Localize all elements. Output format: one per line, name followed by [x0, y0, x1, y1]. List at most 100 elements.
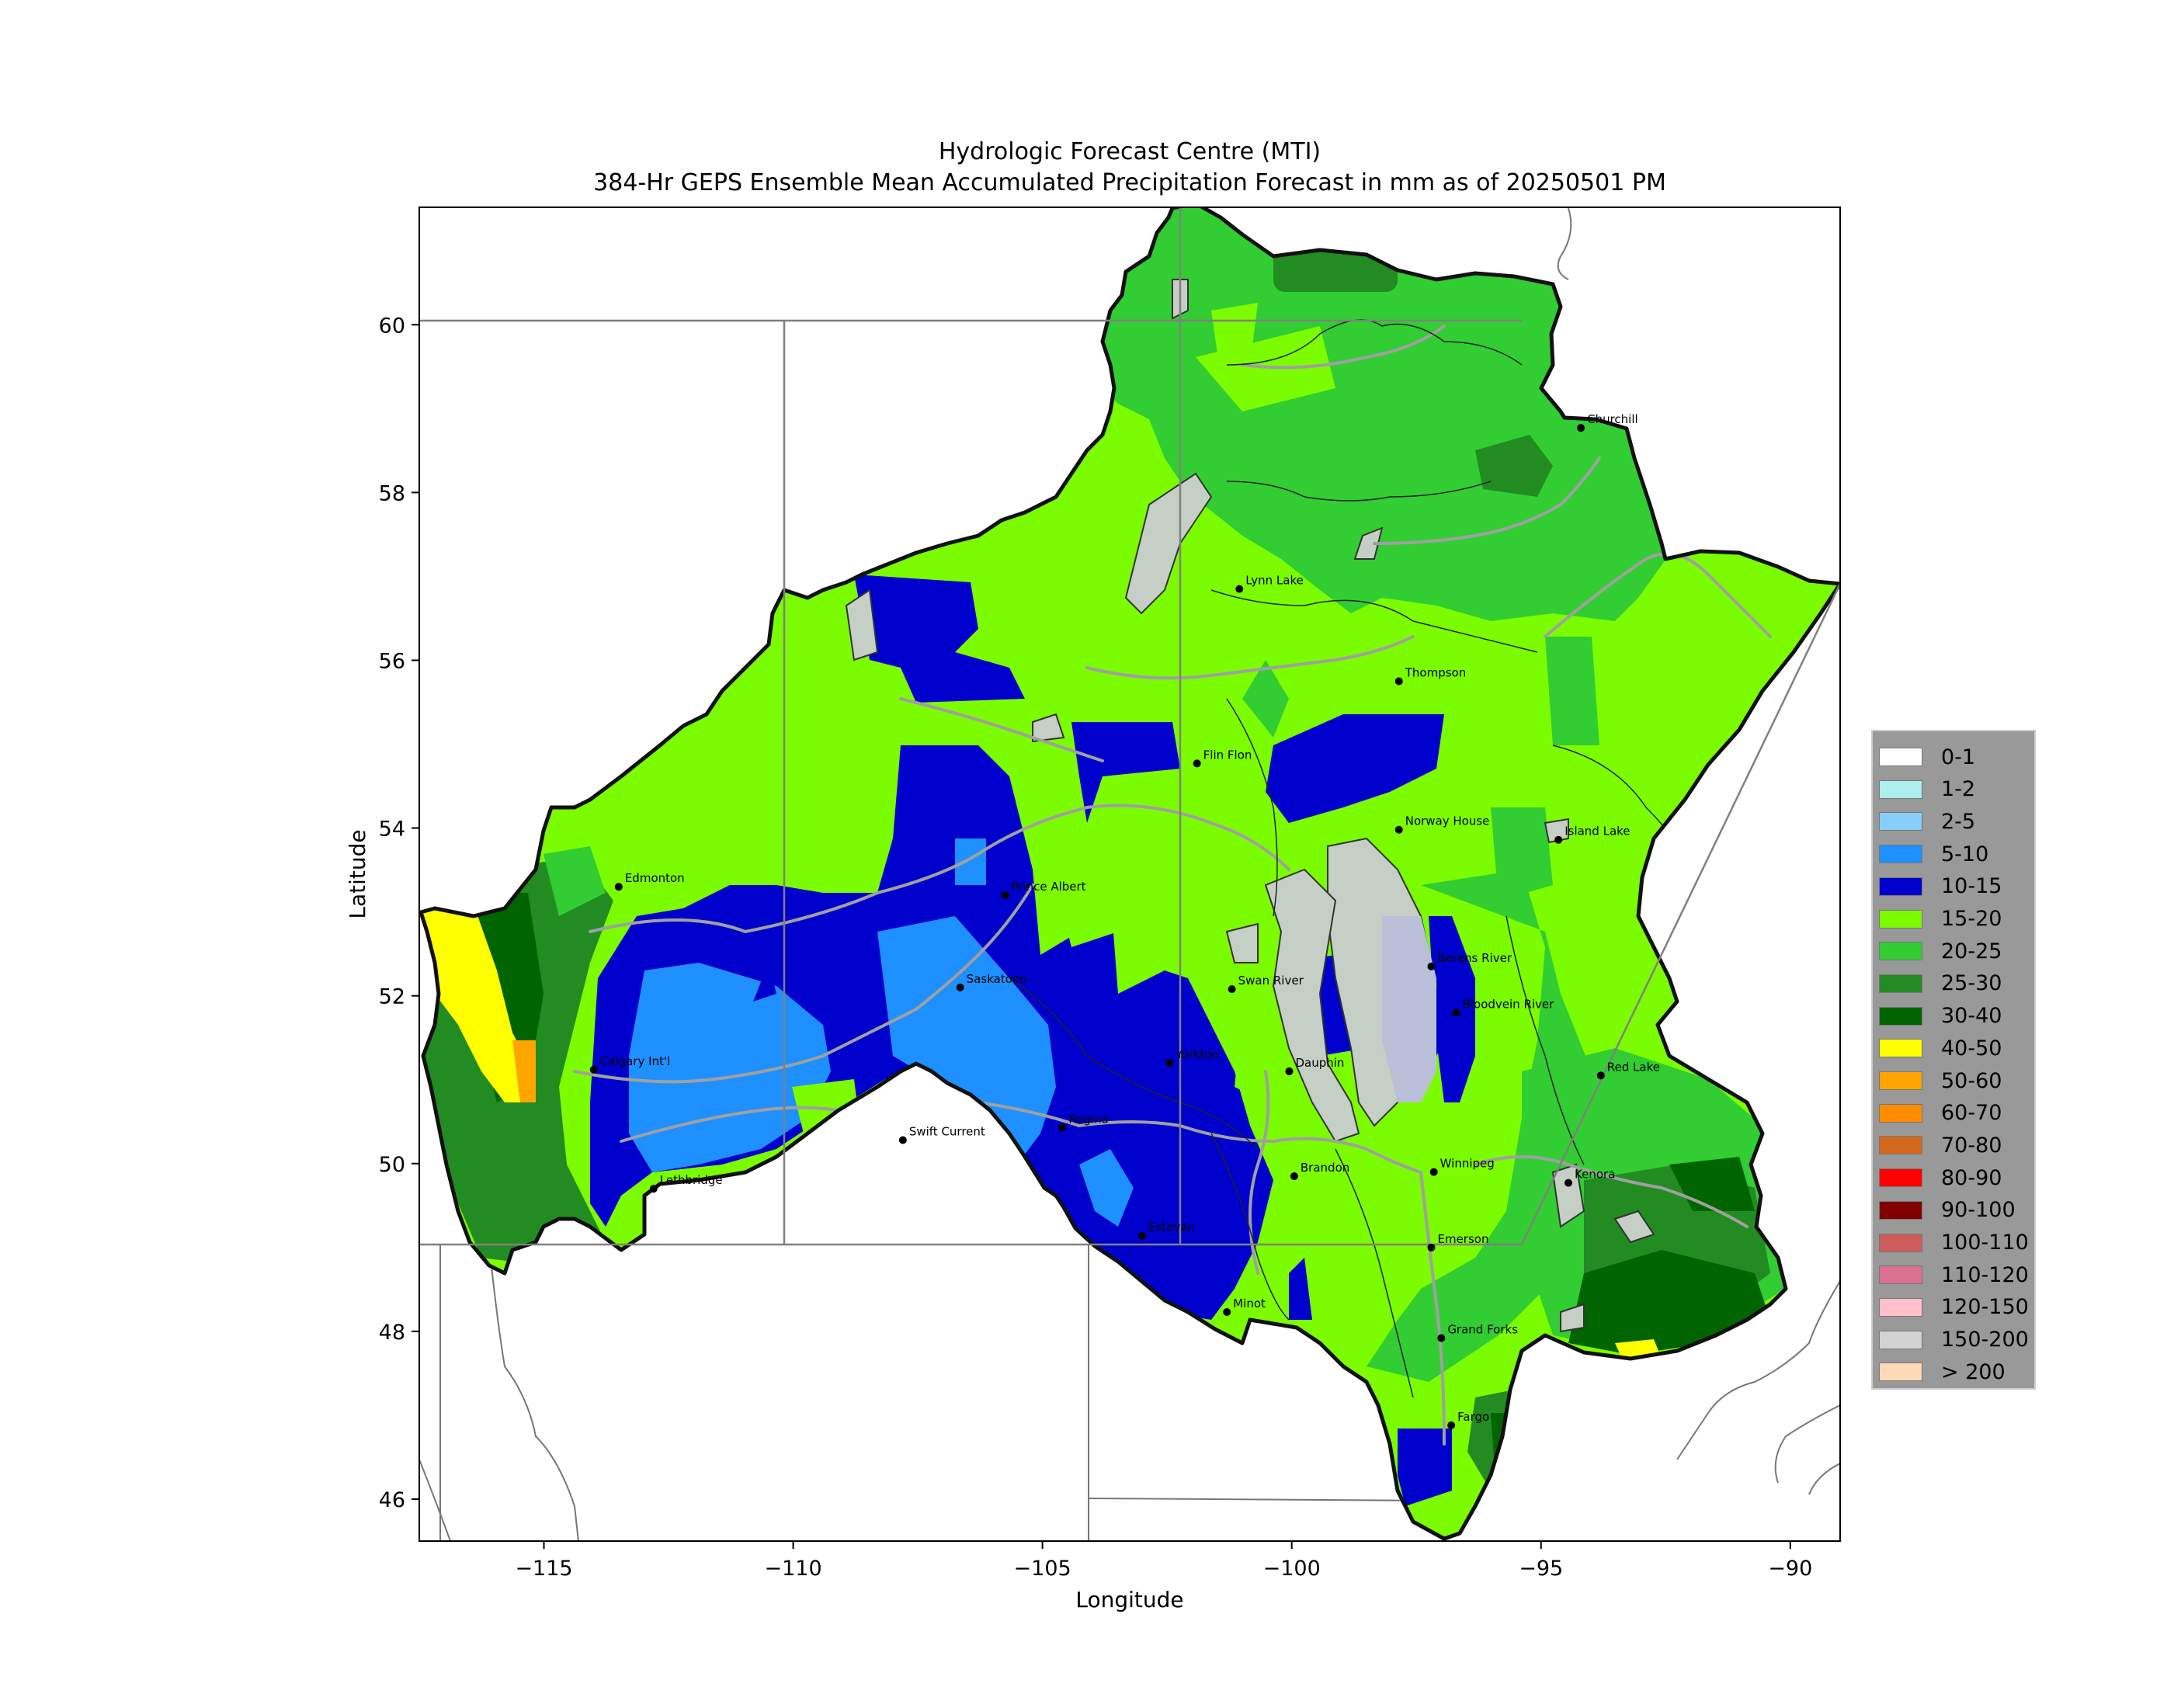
- city-markers: Churchill Lynn Lake Thompson Flin Flon Norwa…: [589, 412, 1660, 1429]
- city-label: Emerson: [1437, 1232, 1488, 1246]
- legend-entry: 25-30: [1879, 967, 2002, 1000]
- city-label: Minot: [1233, 1297, 1266, 1311]
- legend-label: 10-15: [1941, 874, 2002, 899]
- city-dot: [1001, 891, 1009, 900]
- legend-label: > 200: [1941, 1359, 2006, 1384]
- legend-entry: 30-40: [1879, 1000, 2002, 1033]
- legend-entry: 70-80: [1879, 1129, 2002, 1161]
- legend-swatch: [1879, 909, 1922, 929]
- legend-swatch: [1879, 1297, 1922, 1317]
- legend-entry: 15-20: [1879, 903, 2002, 936]
- legend-label: 100-110: [1941, 1231, 2029, 1255]
- legend-swatch: [1879, 1330, 1922, 1349]
- legend-label: 5-10: [1941, 842, 1989, 866]
- legend-label: 70-80: [1941, 1133, 2002, 1158]
- legend-label: 90-100: [1941, 1198, 2016, 1223]
- city-label: Prince Albert: [1011, 880, 1085, 894]
- legend-entry: 120-150: [1879, 1291, 2029, 1324]
- legend-label: 25-30: [1941, 971, 2002, 996]
- city-dot: [1058, 1123, 1067, 1132]
- legend-label: 40-50: [1941, 1036, 2002, 1061]
- rivers: [573, 325, 1772, 1446]
- city-label: Yorkton: [1175, 1047, 1219, 1061]
- legend-label: 150-200: [1941, 1328, 2029, 1352]
- legend-swatch: [1879, 1136, 1922, 1155]
- city-dot: [1138, 1231, 1147, 1240]
- city-label: Fargo: [1457, 1410, 1489, 1424]
- y-tick-label: 46: [379, 1488, 405, 1512]
- y-tick-label: 52: [379, 985, 405, 1009]
- city-label: Churchill: [1587, 412, 1638, 426]
- x-tick-label: −110: [764, 1557, 821, 1581]
- city-dot: [1193, 759, 1201, 768]
- city-label: Thompson: [1405, 665, 1466, 679]
- city-label: Kenora: [1575, 1168, 1615, 1182]
- city-dot: [1290, 1172, 1298, 1180]
- city-label: Flin Flon: [1203, 748, 1252, 762]
- legend-swatch: [1879, 845, 1922, 864]
- city-dot: [898, 1136, 907, 1144]
- x-axis-ticks: −115 −110 −105 −100 −95 −90: [515, 1541, 1812, 1581]
- y-tick-label: 48: [379, 1321, 405, 1345]
- legend-label: 80-90: [1941, 1165, 2002, 1190]
- legend-entry: 80-90: [1879, 1161, 2002, 1194]
- legend-swatch: [1879, 1103, 1922, 1123]
- legend-swatch: [1879, 1071, 1922, 1090]
- legend-entry: 10-15: [1879, 870, 2002, 903]
- city-dot: [1554, 835, 1563, 844]
- city-label: Edmonton: [625, 871, 685, 885]
- city-label: Red Lake: [1607, 1060, 1660, 1074]
- chart-title: Hydrologic Forecast Centre (MTI): [938, 138, 1321, 165]
- legend-swatch: [1879, 1006, 1922, 1026]
- city-dot: [1577, 424, 1585, 432]
- city-dot: [649, 1185, 658, 1193]
- province-boundaries: [419, 207, 1840, 1246]
- city-dot: [1285, 1067, 1294, 1075]
- basin-outline: [419, 207, 1840, 1541]
- x-tick-label: −100: [1263, 1557, 1321, 1581]
- y-tick-label: 56: [379, 649, 405, 673]
- city-dot: [1235, 585, 1244, 593]
- legend-swatch: [1879, 1363, 1922, 1382]
- city-dot: [1565, 1179, 1573, 1187]
- legend-swatch: [1879, 942, 1922, 961]
- legend-label: 20-25: [1941, 939, 2002, 963]
- city-label: Calgary Int'l: [600, 1054, 670, 1068]
- legend-swatch: [1879, 1233, 1922, 1252]
- legend-swatch: [1879, 1200, 1922, 1220]
- legend-entry: 60-70: [1879, 1097, 2002, 1130]
- city-label: Lethbridge: [660, 1173, 723, 1187]
- legend-label: 120-150: [1941, 1295, 2029, 1320]
- legend-entry: 90-100: [1879, 1194, 2016, 1227]
- x-tick-label: −115: [515, 1557, 572, 1581]
- city-label: Norway House: [1405, 814, 1490, 828]
- city-label: Regina: [1068, 1112, 1108, 1126]
- legend-swatch: [1879, 877, 1922, 896]
- city-dot: [1427, 962, 1436, 970]
- city-dot: [1427, 1243, 1436, 1251]
- precipitation-field: [421, 207, 1840, 1539]
- city-label: Estevan: [1148, 1220, 1195, 1234]
- city-dot: [1447, 1421, 1456, 1429]
- legend-swatch: [1879, 812, 1922, 831]
- city-dot: [1394, 677, 1403, 686]
- city-dot: [1452, 1008, 1460, 1017]
- city-label: Island Lake: [1565, 824, 1630, 838]
- y-tick-label: 54: [379, 818, 405, 842]
- legend-entry: 0-1: [1879, 741, 1975, 773]
- city-dot: [1165, 1059, 1174, 1068]
- y-tick-label: 60: [379, 314, 405, 338]
- y-tick-label: 50: [379, 1153, 405, 1177]
- city-label: Swift Current: [909, 1125, 985, 1139]
- city-dot: [956, 983, 964, 991]
- y-axis-title: Latitude: [345, 829, 370, 918]
- legend-entry: 20-25: [1879, 935, 2002, 967]
- city-label: Lynn Lake: [1245, 574, 1304, 588]
- legend-label: 15-20: [1941, 907, 2002, 931]
- y-axis-ticks: 46 48 50 52 54 56 58 60: [379, 314, 419, 1512]
- city-dot: [1394, 825, 1403, 834]
- city-label: Bloodvein River: [1463, 997, 1555, 1011]
- legend-entry: 100-110: [1879, 1227, 2029, 1259]
- city-label: Dauphin: [1295, 1056, 1344, 1070]
